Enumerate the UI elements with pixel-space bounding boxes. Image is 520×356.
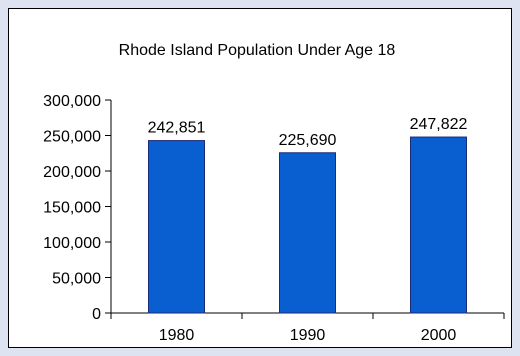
x-tick-label: 2000	[421, 327, 457, 344]
bar-1990	[279, 152, 336, 314]
bar-1980	[148, 140, 205, 314]
y-tick-label: 200,000	[43, 164, 101, 181]
data-label-1980: 242,851	[148, 120, 206, 137]
chart-title: Rhode Island Population Under Age 18	[119, 42, 396, 59]
bar-chart: Rhode Island Population Under Age 18 0 50…	[43, 42, 505, 344]
y-tick-label: 100,000	[43, 235, 101, 252]
y-tick-label: 250,000	[43, 129, 101, 146]
data-label-2000: 247,822	[410, 116, 468, 133]
bar-series: 242,851 225,690 247,822	[148, 116, 468, 314]
chart-panel: Rhode Island Population Under Age 18 0 50…	[8, 8, 512, 348]
data-label-1990: 225,690	[279, 132, 337, 149]
chart-axes: 0 50,000 100,000 150,000 200,000 250,000 300,0…	[43, 93, 505, 344]
y-tick-label: 0	[92, 306, 101, 323]
y-tick-label: 150,000	[43, 200, 101, 217]
bar-2000	[410, 136, 467, 314]
y-tick-label: 50,000	[52, 271, 101, 288]
x-tick-label: 1980	[159, 327, 195, 344]
y-tick-label: 300,000	[43, 93, 101, 110]
x-tick-label: 1990	[290, 327, 326, 344]
